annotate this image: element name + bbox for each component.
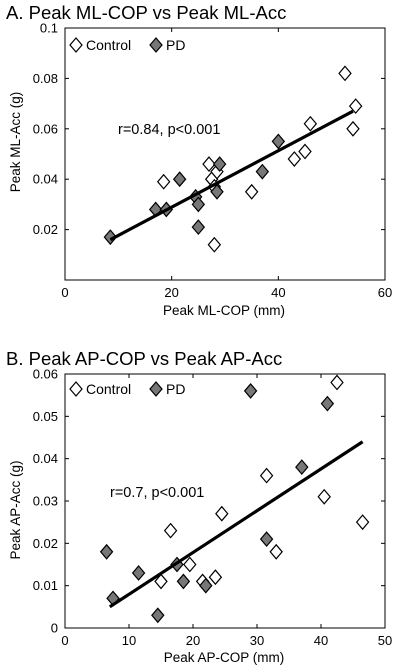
panel-a-ytick-label: 0.04	[33, 172, 58, 187]
legend-marker-control	[69, 381, 83, 397]
panel-b-ytick-label: 0.01	[33, 578, 58, 593]
panel-b-point-control	[154, 573, 168, 590]
panel-b-xtick-label: 40	[314, 633, 328, 648]
panel-a-point-control	[298, 143, 312, 160]
panel-b-xtick-label: 0	[61, 633, 68, 648]
panel-b-point-control	[208, 569, 223, 586]
panel-a-ytick-label: 0.06	[33, 121, 58, 136]
panel-b-point-pd	[259, 531, 274, 548]
legend-label-pd: PD	[166, 37, 185, 53]
panel-b-point-control	[259, 467, 274, 484]
panel-a-point-control	[338, 65, 352, 82]
panel-a-point-control	[346, 120, 360, 137]
panel-a-point-pd	[271, 133, 286, 150]
panel-b-axes-frame	[64, 373, 386, 629]
panel-b-point-control	[163, 522, 178, 539]
panel-a-point-pd	[212, 156, 227, 173]
panel-b-point-control	[317, 488, 331, 505]
panel-b-point-pd	[131, 565, 146, 581]
panel-a-point-control	[156, 173, 171, 190]
panel-b-point-control	[330, 374, 344, 391]
panel-a-xtick-label: 0	[61, 285, 68, 300]
panel-a-title: A. Peak ML-COP vs Peak ML-Acc	[6, 2, 286, 23]
panel-a-axes-frame	[64, 27, 386, 281]
panel-a-point-control	[348, 98, 363, 115]
panel-a-point-pd	[191, 196, 206, 213]
legend-label-control: Control	[86, 37, 131, 53]
panel-b-ytick-label: 0.03	[33, 494, 58, 509]
panel-a-point-pd	[191, 219, 206, 236]
panel-a-xlabel: Peak ML-COP (mm)	[163, 303, 285, 318]
panel-a-ytick-label: 0.08	[33, 71, 58, 86]
panel-b-point-pd	[320, 395, 335, 412]
panel-a: A. Peak ML-COP vs Peak ML-Acc Peak ML-CO…	[6, 2, 392, 318]
panel-b-xtick-label: 10	[122, 633, 136, 648]
legend-marker-pd	[149, 37, 163, 53]
legend-marker-pd	[149, 381, 163, 397]
panel-a-regression-line	[109, 109, 354, 242]
panel-b: B. Peak AP-COP vs Peak AP-Acc Peak AP-CO…	[6, 348, 392, 665]
panel-b-title: B. Peak AP-COP vs Peak AP-Acc	[6, 348, 282, 369]
panel-a-point-control	[202, 156, 216, 173]
legend-label-pd: PD	[166, 381, 185, 397]
panel-b-point-control	[183, 556, 197, 573]
panel-b-ytick-label: 0.04	[33, 451, 58, 466]
panel-b-legend: Control PD	[69, 381, 185, 397]
panel-a-point-control	[303, 115, 318, 132]
panel-a-annotation: r=0.84, p<0.001	[118, 122, 220, 138]
panel-a-point-control	[287, 151, 302, 167]
panel-a-point-pd	[103, 229, 118, 246]
panel-b-point-control	[269, 543, 283, 560]
panel-a-point-control	[244, 183, 259, 200]
panel-b-point-pd	[176, 573, 191, 590]
panel-a-point-pd	[210, 183, 224, 200]
panel-b-point-pd	[151, 607, 165, 624]
panel-b-ytick-label: 0.05	[33, 409, 58, 424]
legend-marker-control	[69, 37, 83, 53]
panel-b-point-pd	[199, 577, 213, 594]
panel-a-legend: Control PD	[69, 37, 185, 53]
panel-b-ytick-label: 0.06	[33, 367, 58, 382]
panel-a-point-pd	[255, 163, 270, 180]
panel-a-xtick-label: 40	[271, 285, 285, 300]
panel-b-xtick-label: 50	[378, 633, 392, 648]
panel-b-regression-line	[108, 440, 364, 609]
panel-b-ytick-label: 0.02	[33, 536, 58, 551]
panel-a-ytick-label: 0.02	[33, 222, 58, 237]
panel-a-point-pd	[172, 171, 187, 188]
panel-b-point-control	[215, 505, 229, 522]
panel-b-ytick-label: 0	[51, 621, 58, 636]
panel-a-ylabel: Peak ML-Acc (g)	[8, 92, 23, 193]
panel-b-point-pd	[99, 543, 114, 560]
panel-b-point-pd	[295, 459, 309, 476]
panel-a-ytick-label: 0.1	[40, 21, 58, 36]
panel-b-point-control	[355, 514, 370, 531]
panel-b-xlabel: Peak AP-COP (mm)	[164, 650, 285, 665]
panel-b-ylabel: Peak AP-Acc (g)	[8, 460, 23, 559]
panel-b-xtick-label: 20	[186, 633, 200, 648]
panel-b-annotation: r=0.7, p<0.001	[110, 485, 204, 501]
panel-a-xtick-label: 60	[378, 285, 392, 300]
panel-a-xtick-label: 20	[164, 285, 178, 300]
panel-a-point-control	[207, 236, 222, 253]
panel-b-point-pd	[243, 383, 258, 399]
panel-b-xtick-label: 30	[250, 633, 264, 648]
legend-label-control: Control	[86, 381, 131, 397]
